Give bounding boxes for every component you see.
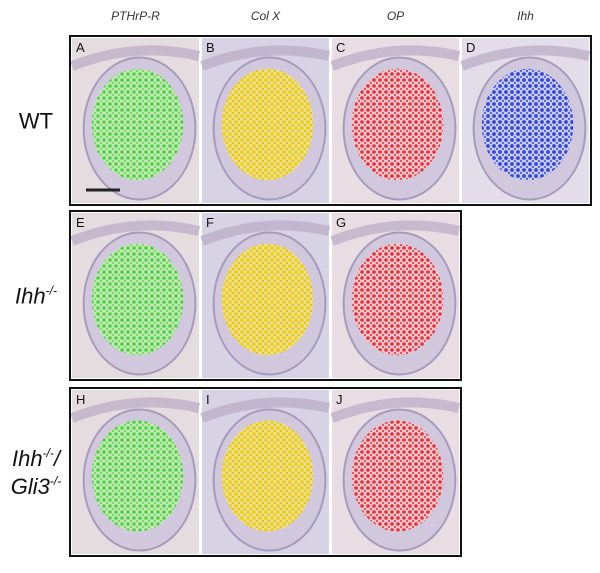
tissue-band [200, 220, 331, 246]
stain [91, 420, 184, 532]
stain [91, 68, 184, 181]
image-panel: B [200, 38, 331, 203]
stain [221, 420, 314, 532]
superscript: -/- [50, 474, 61, 488]
row-label: Ihh-/- [15, 284, 57, 309]
stain [481, 68, 574, 181]
row-label: WT [19, 109, 53, 134]
image-panel: G [330, 213, 461, 378]
image-panel: F [200, 213, 331, 378]
tissue-band [200, 397, 331, 423]
tissue-band [200, 45, 331, 71]
panel-letter: D [466, 40, 475, 55]
panel-letter: A [76, 40, 85, 55]
panel-letter: J [336, 392, 343, 407]
tissue-band [70, 45, 201, 71]
panel-letter: E [76, 215, 85, 230]
tissue-band [330, 45, 461, 71]
column-header: Ihh [517, 9, 534, 23]
row-frame [69, 35, 592, 206]
image-panel: H [70, 390, 201, 554]
tissue-band [70, 220, 201, 246]
image-panel: A [70, 38, 201, 203]
stain [351, 420, 444, 532]
column-header: OP [387, 9, 404, 23]
image-panel: I [200, 390, 331, 554]
label-text: / [52, 446, 62, 471]
tissue-band [460, 45, 591, 71]
label-text: Ihh [15, 284, 46, 309]
tissue-band [330, 397, 461, 423]
panel-letter: G [336, 215, 346, 230]
row-frame [69, 210, 462, 381]
panel-letter: I [206, 392, 210, 407]
column-header: Col X [251, 9, 281, 23]
superscript: -/- [43, 446, 54, 460]
label-text: Ihh [12, 446, 43, 471]
image-panel: E [70, 213, 201, 378]
panel-letter: B [206, 40, 215, 55]
panel-letter: F [206, 215, 214, 230]
image-panel: C [330, 38, 461, 203]
stain [351, 243, 444, 356]
column-header: PTHrP-R [111, 9, 160, 23]
tissue-band [70, 397, 201, 423]
panel-letter: C [336, 40, 345, 55]
row-label: Ihh-/-/ [12, 446, 62, 471]
stain [351, 68, 444, 181]
label-text: Gli3 [11, 474, 51, 499]
panel-letter: H [76, 392, 85, 407]
image-panel: D [460, 38, 591, 203]
superscript: -/- [46, 284, 57, 298]
tissue-band [330, 220, 461, 246]
image-panel: J [330, 390, 461, 554]
row-label: Gli3-/- [11, 474, 61, 499]
row-frame [69, 387, 462, 557]
stain [91, 243, 184, 356]
stain [221, 68, 314, 181]
stain [221, 243, 314, 356]
label-text: WT [19, 109, 53, 134]
